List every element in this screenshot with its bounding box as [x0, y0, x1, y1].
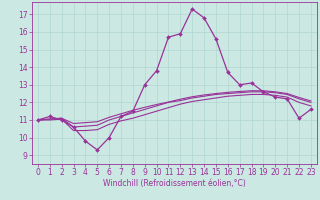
X-axis label: Windchill (Refroidissement éolien,°C): Windchill (Refroidissement éolien,°C) — [103, 179, 246, 188]
